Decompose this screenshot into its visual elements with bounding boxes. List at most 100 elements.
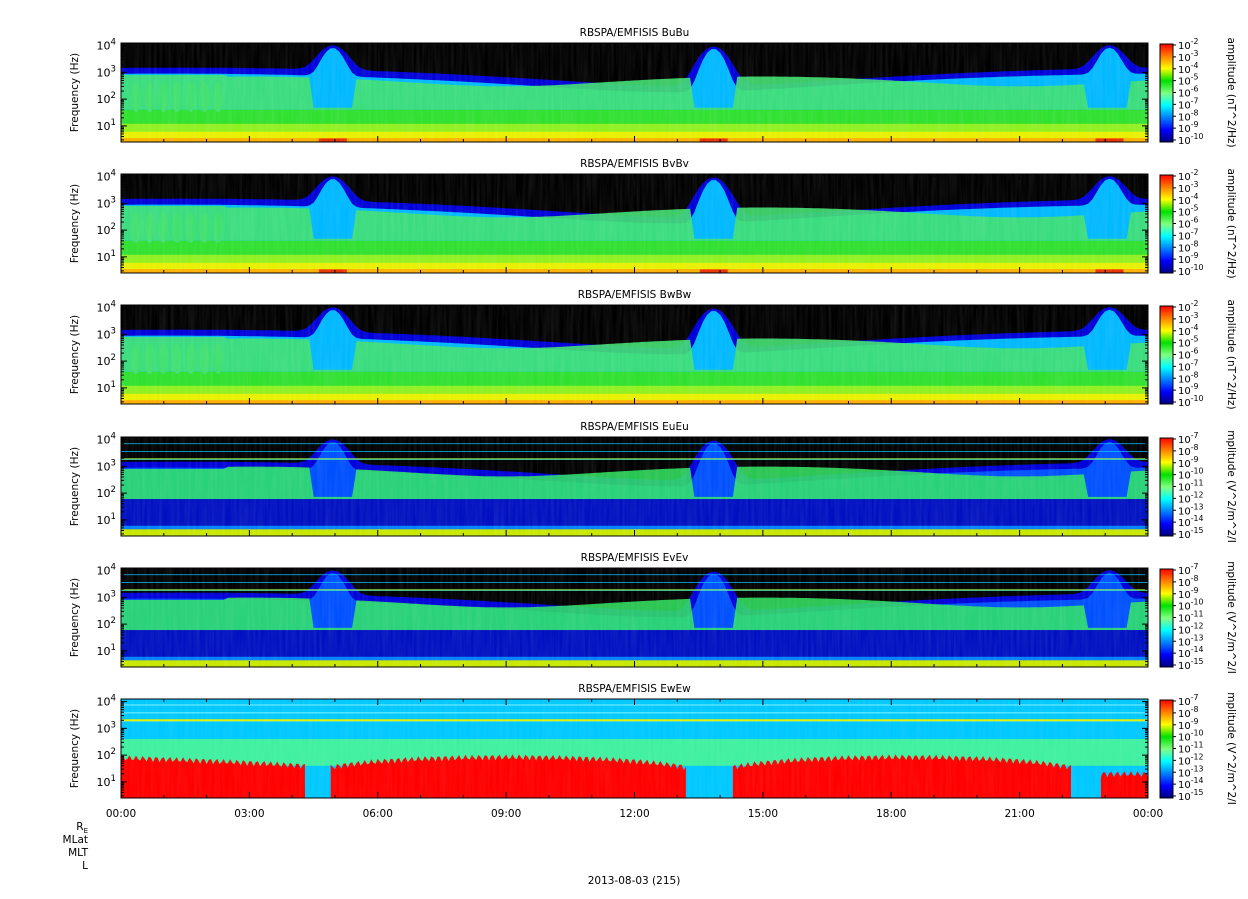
x-tick-label: 03:00 <box>234 808 264 820</box>
y-tick-label: 103 <box>97 326 116 341</box>
y-axis-label: Frequency (Hz) <box>69 315 81 394</box>
colorbar-label: amplitude (nT^2/Hz) <box>1225 168 1237 278</box>
y-tick-label: 102 <box>97 485 116 500</box>
colorbar: 10-710-810-910-1010-1110-1210-1310-1410-… <box>1159 561 1237 674</box>
y-tick-label: 102 <box>97 353 116 368</box>
colorbar-tick-label: 10-10 <box>1178 132 1204 147</box>
y-tick-label: 102 <box>97 222 116 237</box>
panel-5: RBSPA/EMFISIS EvEv Frequency (Hz) 101 102 10… <box>69 552 1237 674</box>
colorbar-tick-label: 10-14 <box>1178 776 1204 791</box>
time-axis-layer: 00:00 03:00 06:00 09:00 12:00 15:00 18:00 21:00… <box>106 808 1163 820</box>
colorbar-label: mplitude (V^2/m^2/I <box>1225 692 1237 805</box>
colorbar-tick-label: 10-9 <box>1178 382 1199 397</box>
y-tick-label: 101 <box>97 512 116 527</box>
y-tick-label: 103 <box>97 458 116 473</box>
x-tick-label: 12:00 <box>619 808 649 820</box>
colorbar: 10-210-310-410-510-610-710-810-910-10 amp… <box>1159 299 1237 410</box>
colorbar-tick-label: 10-4 <box>1178 61 1199 76</box>
colorbar-tick-label: 10-6 <box>1178 85 1199 100</box>
colorbar-tick-label: 10-9 <box>1178 717 1199 732</box>
y-tick-label: 104 <box>97 169 116 184</box>
panel-3: RBSPA/EMFISIS BwBw Frequency (Hz) 101 102 10… <box>69 289 1237 410</box>
colorbar-tick-label: 10-6 <box>1178 216 1199 231</box>
x-tick-label: 00:00 <box>106 808 136 820</box>
y-tick-label: 102 <box>97 747 116 762</box>
colorbar: 10-210-310-410-510-610-710-810-910-10 amp… <box>1159 37 1237 148</box>
y-tick-label: 102 <box>97 616 116 631</box>
y-tick-label: 104 <box>97 432 116 447</box>
colorbar-label: amplitude (nT^2/Hz) <box>1225 299 1237 409</box>
colorbar-tick-label: 10-13 <box>1178 633 1204 648</box>
panel-title: RBSPA/EMFISIS BvBv <box>580 158 689 170</box>
colorbar-tick-label: 10-12 <box>1178 621 1204 636</box>
y-tick-label: 101 <box>97 380 116 395</box>
colorbar-tick-label: 10-5 <box>1178 335 1199 350</box>
ephemeris-label: MLat <box>63 834 88 846</box>
colorbar-label: mplitude (V^2/m^2/I <box>1225 561 1237 674</box>
colorbar-tick-label: 10-15 <box>1178 526 1204 541</box>
colorbar-tick-label: 10-5 <box>1178 204 1199 219</box>
y-axis-label: Frequency (Hz) <box>69 184 81 263</box>
colorbar-tick-label: 10-14 <box>1178 645 1204 660</box>
x-tick-label: 09:00 <box>491 808 521 820</box>
colorbar-tick-label: 10-9 <box>1178 455 1199 470</box>
x-tick-label: 00:00 <box>1133 808 1163 820</box>
y-tick-label: 104 <box>97 300 116 315</box>
y-tick-label: 104 <box>97 563 116 578</box>
y-tick-label: 103 <box>97 720 116 735</box>
colorbar-tick-label: 10-9 <box>1178 251 1199 266</box>
colorbar: 10-710-810-910-1010-1110-1210-1310-1410-… <box>1159 692 1237 805</box>
colorbar-tick-label: 10-8 <box>1178 574 1199 589</box>
colorbar-tick-label: 10-4 <box>1178 192 1199 207</box>
ephemeris-label: MLT <box>68 847 88 859</box>
colorbar-tick-label: 10-10 <box>1178 263 1204 278</box>
panel-title: RBSPA/EMFISIS BuBu <box>580 27 690 39</box>
x-tick-label: 18:00 <box>876 808 906 820</box>
colorbar-tick-label: 10-11 <box>1178 741 1204 756</box>
panels-layer: RBSPA/EMFISIS BuBu Frequency (Hz) 101 102 10… <box>69 27 1237 805</box>
y-tick-label: 103 <box>97 195 116 210</box>
colorbar-tick-label: 10-15 <box>1178 788 1204 803</box>
y-tick-label: 101 <box>97 249 116 264</box>
y-axis-label: Frequency (Hz) <box>69 447 81 526</box>
panel-6: RBSPA/EMFISIS EwEw Frequency (Hz) 101 102 10… <box>69 683 1237 805</box>
spectrogram-image <box>121 305 1148 404</box>
colorbar-label: mplitude (V^2/m^2/I <box>1225 430 1237 543</box>
colorbar-tick-label: 10-13 <box>1178 502 1204 517</box>
ephemeris-label: RE <box>76 821 88 835</box>
colorbar-tick-label: 10-7 <box>1178 358 1199 373</box>
colorbar-tick-label: 10-11 <box>1178 610 1204 625</box>
colorbar-tick-label: 10-8 <box>1178 108 1199 123</box>
panel-title: RBSPA/EMFISIS BwBw <box>578 289 692 301</box>
colorbar-tick-label: 10-8 <box>1178 370 1199 385</box>
x-tick-label: 06:00 <box>363 808 393 820</box>
y-tick-label: 102 <box>97 91 116 106</box>
colorbar-tick-label: 10-13 <box>1178 764 1204 779</box>
colorbar-tick-label: 10-10 <box>1178 394 1204 409</box>
ephemeris-label: L <box>82 860 88 872</box>
colorbar-tick-label: 10-6 <box>1178 347 1199 362</box>
colorbar-tick-label: 10-15 <box>1178 657 1204 672</box>
colorbar: 10-710-810-910-1010-1110-1210-1310-1410-… <box>1159 430 1237 543</box>
colorbar-tick-label: 10-14 <box>1178 514 1204 529</box>
colorbar-tick-label: 10-9 <box>1178 120 1199 135</box>
colorbar-tick-label: 10-10 <box>1178 729 1204 744</box>
panel-1: RBSPA/EMFISIS BuBu Frequency (Hz) 101 102 10… <box>69 27 1237 148</box>
y-tick-label: 103 <box>97 589 116 604</box>
colorbar-tick-label: 10-2 <box>1178 299 1199 314</box>
panel-2: RBSPA/EMFISIS BvBv Frequency (Hz) 101 102 10… <box>69 158 1237 279</box>
colorbar-tick-label: 10-2 <box>1178 168 1199 183</box>
colorbar-tick-label: 10-10 <box>1178 467 1204 482</box>
colorbar-tick-label: 10-5 <box>1178 73 1199 88</box>
spectrogram-image <box>121 174 1148 273</box>
colorbar-tick-label: 10-2 <box>1178 37 1199 52</box>
spectrogram-image <box>121 437 1148 536</box>
panel-title: RBSPA/EMFISIS EwEw <box>578 683 691 695</box>
date-label: 2013-08-03 (215) <box>588 875 681 887</box>
panel-title: RBSPA/EMFISIS EvEv <box>581 552 689 564</box>
panel-title: RBSPA/EMFISIS EuEu <box>580 421 689 433</box>
y-tick-label: 101 <box>97 774 116 789</box>
y-tick-label: 104 <box>97 694 116 709</box>
